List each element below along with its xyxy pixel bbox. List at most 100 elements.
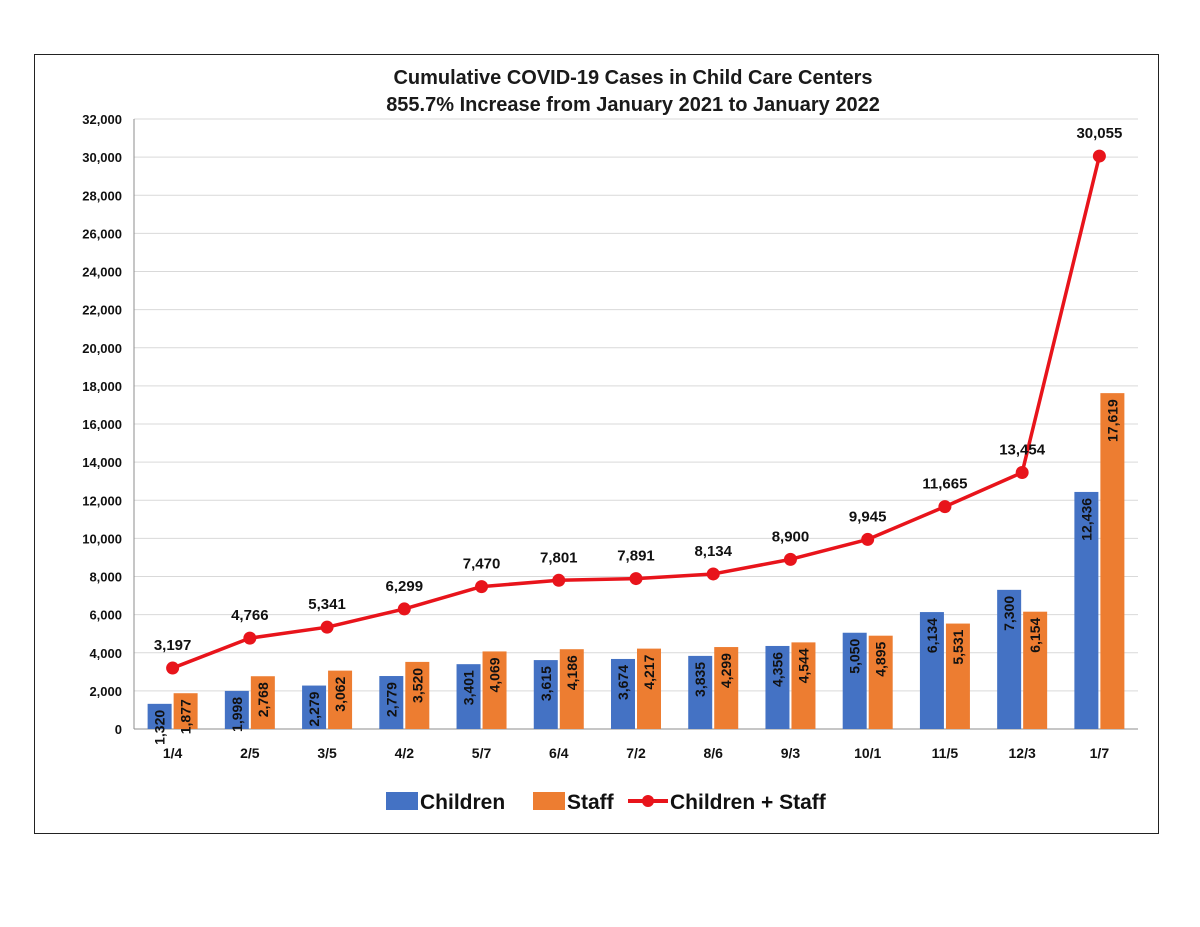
- x-tick-label: 1/7: [1090, 745, 1110, 761]
- bar-staff-label: 4,069: [487, 657, 503, 692]
- y-tick-label: 22,000: [82, 303, 122, 318]
- total-series-line: [171, 155, 1102, 670]
- total-point-label: 8,900: [772, 528, 810, 545]
- bar-children: [611, 658, 635, 729]
- bar-children-label: 12,436: [1078, 498, 1094, 541]
- bar-children: [1074, 491, 1099, 729]
- bar-staff: [405, 661, 430, 729]
- y-tick-label: 2,000: [89, 684, 122, 699]
- bar-children-label: 2,279: [306, 691, 322, 726]
- bar-children-label: 1,998: [229, 697, 245, 732]
- legend: Children Staff Children + Staff: [386, 791, 827, 814]
- bar-staff: [1100, 393, 1125, 729]
- bar-children-label: 3,401: [461, 670, 477, 705]
- x-tick-label: 3/5: [317, 745, 337, 761]
- bar-staff-label: 3,520: [409, 668, 425, 703]
- bar-staff-label: 4,299: [718, 653, 734, 688]
- bar-children-label: 7,300: [1001, 596, 1017, 631]
- bar-children-label: 2,779: [383, 682, 399, 717]
- chart-frame: [34, 54, 1159, 834]
- total-point: [861, 532, 875, 546]
- total-point-label: 7,801: [540, 549, 578, 566]
- y-tick-label: 30,000: [82, 150, 122, 165]
- bar-staff-label: 4,186: [564, 655, 580, 690]
- bar-staff: [1023, 611, 1048, 729]
- bar-staff-label: 2,768: [255, 682, 271, 717]
- bar-children: [533, 660, 558, 729]
- y-tick-label: 12,000: [82, 493, 122, 508]
- bar-children: [688, 655, 713, 729]
- y-tick-label: 16,000: [82, 417, 122, 432]
- total-point-label: 8,134: [694, 543, 732, 560]
- bar-children: [379, 676, 404, 729]
- x-tick-label: 2/5: [240, 745, 260, 761]
- y-tick-label: 24,000: [82, 265, 122, 280]
- legend-label-staff: Staff: [567, 791, 615, 814]
- x-tick-label: 10/1: [854, 745, 881, 761]
- bar-children: [842, 632, 867, 729]
- bar-staff: [637, 648, 661, 729]
- total-point-label: 4,766: [231, 607, 269, 624]
- bar-children-label: 3,674: [615, 665, 631, 700]
- total-point: [397, 602, 411, 616]
- bars: [147, 393, 1125, 729]
- y-tick-label: 14,000: [82, 455, 122, 470]
- y-tick-label: 26,000: [82, 226, 122, 241]
- bar-children: [919, 612, 944, 729]
- bar-staff: [714, 647, 739, 729]
- x-tick-label: 9/3: [781, 745, 801, 761]
- x-tick-label: 11/5: [932, 745, 959, 761]
- y-tick-label: 0: [115, 722, 122, 737]
- total-point: [629, 572, 643, 586]
- bar-staff-label: 4,895: [873, 641, 889, 676]
- total-point: [706, 567, 720, 581]
- axes: 0 2,000 4,000 6,000 8,000 10,000 12,000 14,000 1…: [82, 112, 1138, 761]
- x-tick-label: 1/4: [163, 745, 183, 761]
- y-tick-label: 8,000: [89, 570, 122, 585]
- bar-staff: [482, 651, 507, 729]
- legend-swatch-children: [386, 792, 418, 810]
- y-tick-label: 32,000: [82, 112, 122, 127]
- bar-children: [765, 645, 790, 729]
- y-tick-label: 20,000: [82, 341, 122, 356]
- bar-staff: [173, 693, 198, 729]
- bar-children: [147, 703, 172, 729]
- total-point: [1092, 149, 1106, 163]
- total-point: [166, 661, 180, 675]
- bar-children-label: 3,835: [692, 662, 708, 697]
- bar-staff: [868, 635, 893, 729]
- total-point: [1015, 466, 1029, 480]
- bar-staff-label: 4,544: [795, 648, 811, 683]
- bar-staff: [250, 676, 275, 729]
- legend-label-children: Children: [420, 791, 505, 814]
- total-point: [552, 573, 566, 587]
- bar-staff: [559, 649, 584, 729]
- bar-children-label: 3,615: [538, 666, 554, 701]
- bar-staff-label: 6,154: [1027, 617, 1043, 652]
- total-point-label: 7,891: [617, 548, 655, 565]
- bar-children-label: 5,050: [847, 639, 863, 674]
- bar-staff: [945, 623, 970, 729]
- total-point-label: 7,470: [463, 556, 501, 573]
- total-point-label: 11,665: [922, 476, 967, 493]
- total-point-label: 9,945: [849, 508, 887, 525]
- bar-staff-label: 3,062: [332, 676, 348, 711]
- total-line: [166, 149, 1106, 675]
- bar-children: [224, 690, 249, 729]
- total-point-label: 5,341: [308, 596, 346, 613]
- total-point: [938, 500, 952, 514]
- total-point-label: 13,454: [999, 442, 1046, 459]
- legend-swatch-staff: [533, 792, 565, 810]
- chart-subtitle: 855.7% Increase from January 2021 to Jan…: [386, 94, 880, 116]
- bar-children-label: 4,356: [769, 652, 785, 687]
- total-point-label: 30,055: [1076, 125, 1122, 142]
- total-point-label: 3,197: [154, 637, 192, 654]
- bar-children: [456, 664, 481, 729]
- total-point: [475, 580, 489, 594]
- bar-staff-label: 4,217: [641, 654, 657, 689]
- legend-label-total: Children + Staff: [670, 791, 827, 814]
- y-tick-label: 4,000: [89, 646, 122, 661]
- x-tick-label: 8/6: [703, 745, 723, 761]
- x-tick-label: 4/2: [395, 745, 415, 761]
